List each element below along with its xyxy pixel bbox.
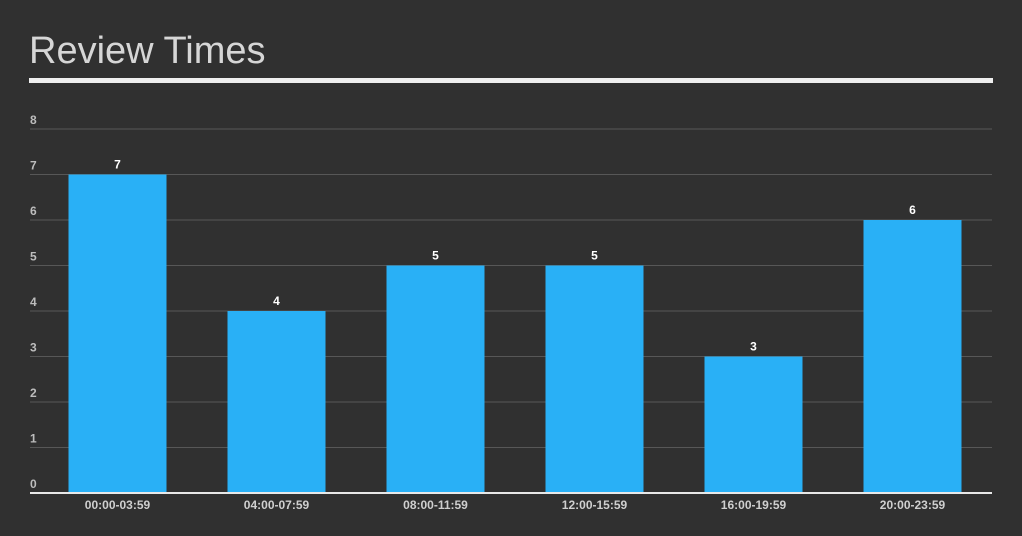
y-tick-label: 2	[30, 386, 37, 400]
bar	[386, 265, 485, 493]
data-label: 7	[114, 158, 121, 172]
x-tick-label: 08:00-11:59	[403, 498, 468, 512]
title-underline	[29, 78, 993, 83]
y-tick-label: 6	[30, 204, 37, 218]
x-tick-label: 12:00-15:59	[562, 498, 628, 512]
bar	[227, 311, 326, 493]
bar	[68, 174, 167, 493]
y-tick-label: 3	[30, 341, 37, 355]
x-tick-label: 04:00-07:59	[244, 498, 310, 512]
data-label: 4	[273, 294, 280, 308]
data-label: 3	[750, 340, 757, 354]
bar	[545, 265, 644, 493]
chart-title: Review Times	[29, 30, 266, 72]
x-tick-label: 16:00-19:59	[721, 498, 787, 512]
y-tick-label: 5	[30, 250, 37, 264]
y-tick-label: 4	[30, 295, 37, 309]
data-label: 6	[909, 203, 916, 217]
x-tick-label: 20:00-23:59	[880, 498, 946, 512]
data-label: 5	[432, 249, 439, 263]
bar	[863, 220, 962, 493]
y-tick-label: 0	[30, 477, 37, 491]
y-tick-label: 1	[30, 432, 37, 446]
y-tick-label: 7	[30, 159, 37, 173]
x-tick-label: 00:00-03:59	[85, 498, 151, 512]
bar	[704, 356, 803, 493]
y-tick-label: 8	[30, 113, 37, 127]
data-label: 5	[591, 249, 598, 263]
